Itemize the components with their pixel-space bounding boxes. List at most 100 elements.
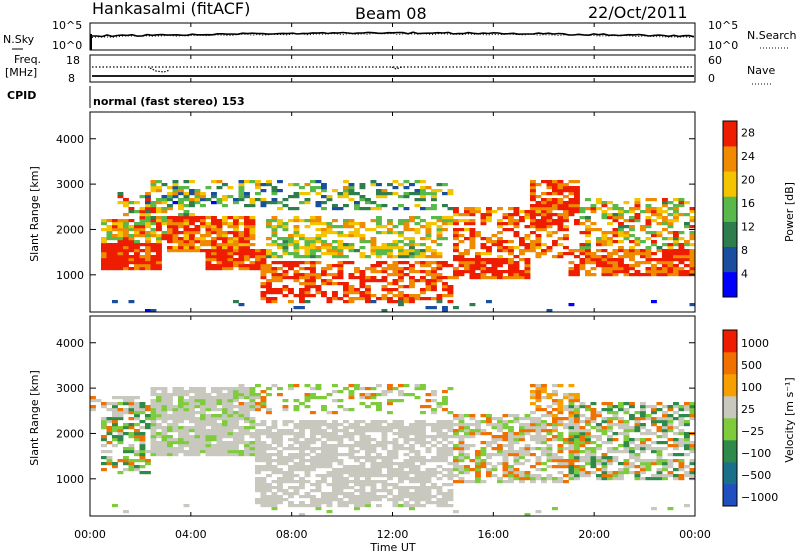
heatmap-cell	[574, 396, 580, 400]
x-tick-label: 08:00	[276, 528, 308, 541]
heatmap-cell	[524, 477, 531, 481]
heatmap-cell	[387, 468, 393, 472]
heatmap-cell	[464, 429, 470, 433]
heatmap-cell	[266, 501, 272, 505]
heatmap-cell	[579, 459, 586, 463]
heatmap-cell	[480, 243, 487, 247]
heatmap-cell	[161, 432, 168, 436]
colorbar-cell	[723, 246, 737, 273]
heatmap-cell	[370, 180, 377, 184]
heatmap-cell	[145, 246, 151, 250]
heatmap-cell	[546, 438, 553, 442]
heatmap-cell	[376, 261, 382, 265]
heatmap-cell	[486, 213, 492, 217]
heatmap-cell	[348, 474, 355, 478]
heatmap-cell	[480, 219, 487, 223]
heatmap-cell	[315, 429, 322, 433]
heatmap-cell	[211, 258, 217, 262]
heatmap-cell	[123, 396, 129, 400]
heatmap-cell	[348, 249, 355, 253]
heatmap-cell	[172, 219, 179, 223]
heatmap-cell	[288, 480, 294, 484]
heatmap-cell	[524, 417, 531, 421]
heatmap-cell	[178, 420, 184, 424]
heatmap-cell	[354, 270, 360, 274]
heatmap-cell	[552, 426, 558, 430]
heatmap-cell	[315, 498, 322, 502]
heatmap-cell	[656, 270, 663, 274]
heatmap-cell	[354, 234, 360, 238]
heatmap-cell	[255, 408, 261, 412]
heatmap-cell	[398, 303, 404, 307]
heatmap-cell	[601, 261, 608, 265]
heatmap-cell	[530, 423, 536, 427]
heatmap-cell	[321, 228, 327, 232]
heatmap-cell	[640, 468, 646, 472]
heatmap-cell	[233, 390, 239, 394]
heatmap-cell	[403, 267, 410, 271]
heatmap-cell	[150, 309, 157, 313]
heatmap-cell	[458, 447, 465, 451]
heatmap-cell	[486, 414, 492, 418]
heatmap-cell	[673, 198, 679, 202]
heatmap-cell	[447, 492, 454, 496]
heatmap-cell	[425, 474, 432, 478]
heatmap-cell	[513, 213, 520, 217]
heatmap-cell	[519, 480, 525, 484]
heatmap-cell	[271, 300, 278, 304]
heatmap-cell	[200, 219, 206, 223]
heatmap-cell	[409, 471, 415, 475]
heatmap-cell	[112, 225, 118, 229]
heatmap-cell	[117, 408, 124, 412]
heatmap-cell	[398, 420, 404, 424]
heatmap-cell	[277, 219, 283, 223]
heatmap-cell	[200, 411, 206, 415]
heatmap-cell	[238, 396, 245, 400]
heatmap-cell	[189, 411, 195, 415]
heatmap-cell	[673, 210, 679, 214]
heatmap-cell	[145, 267, 151, 271]
heatmap-cell	[161, 450, 168, 454]
heatmap-cell	[414, 192, 421, 196]
heatmap-cell	[502, 270, 509, 274]
heatmap-cell	[288, 264, 294, 268]
heatmap-cell	[662, 423, 668, 427]
heatmap-cell	[376, 504, 382, 508]
heatmap-cell	[601, 243, 608, 247]
heatmap-cell	[546, 207, 553, 211]
heatmap-cell	[464, 249, 470, 253]
heatmap-cell	[117, 234, 124, 238]
heatmap-cell	[651, 450, 657, 454]
heatmap-cell	[651, 258, 657, 262]
heatmap-cell	[640, 240, 646, 244]
heatmap-cell	[546, 225, 553, 229]
heatmap-cell	[442, 450, 448, 454]
heatmap-cell	[409, 255, 415, 259]
heatmap-cell	[304, 459, 311, 463]
heatmap-cell	[403, 453, 410, 457]
heatmap-cell	[370, 438, 377, 442]
heatmap-cell	[282, 240, 289, 244]
heatmap-cell	[667, 414, 674, 418]
heatmap-cell	[590, 471, 597, 475]
heatmap-cell	[128, 459, 135, 463]
heatmap-cell	[167, 426, 173, 430]
heatmap-cell	[271, 504, 278, 508]
heatmap-cell	[244, 441, 250, 445]
heatmap-cell	[651, 243, 657, 247]
heatmap-cell	[359, 276, 366, 280]
heatmap-cell	[420, 504, 426, 508]
heatmap-cell	[502, 474, 509, 478]
heatmap-cell	[392, 300, 399, 304]
heatmap-cell	[629, 405, 635, 409]
colorbar-cell	[723, 196, 737, 222]
heatmap-cell	[150, 201, 157, 205]
heatmap-cell	[678, 414, 685, 418]
heatmap-cell	[442, 420, 448, 424]
heatmap-cell	[398, 435, 404, 439]
heatmap-cell	[662, 432, 668, 436]
heatmap-cell	[310, 282, 316, 286]
heatmap-cell	[530, 249, 536, 253]
heatmap-cell	[117, 240, 124, 244]
heatmap-cell	[128, 240, 135, 244]
